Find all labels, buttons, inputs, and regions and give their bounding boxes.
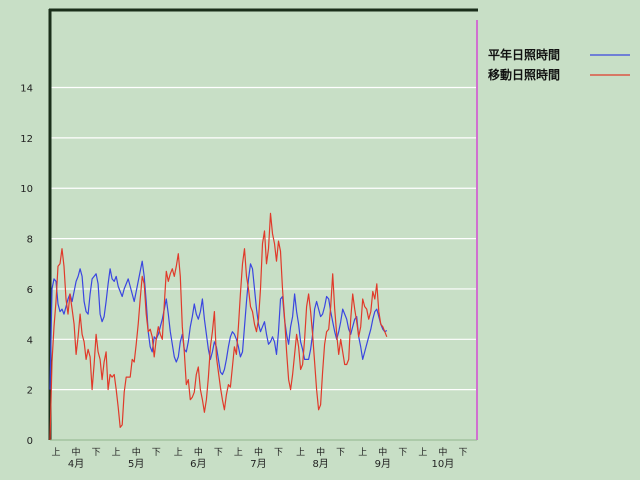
y-tick-label: 4 <box>27 335 33 346</box>
x-dekad-label: 下 <box>152 448 161 458</box>
x-dekad-label: 中 <box>378 446 387 458</box>
x-dekad-label: 上 <box>112 447 121 458</box>
grid-layer <box>50 86 477 391</box>
x-dekad-label: 下 <box>398 448 407 458</box>
y-tick-label: 2 <box>27 386 33 397</box>
y-tick-label: 6 <box>27 285 33 296</box>
x-month-label: 9月 <box>375 458 391 470</box>
x-dekad-label: 下 <box>92 448 101 458</box>
x-dekad-label: 上 <box>52 447 61 458</box>
y-tick-label: 10 <box>20 184 33 195</box>
x-dekad-label: 中 <box>132 446 141 458</box>
series-line-2 <box>49 212 388 441</box>
x-dekad-label: 上 <box>418 447 427 458</box>
x-month-label: 5月 <box>128 458 144 470</box>
x-dekad-label: 下 <box>336 448 345 458</box>
label-layer: 02468101214上中下4月上中下5月上中下6月上中下7月上中下8月上中下9… <box>20 84 467 470</box>
legend-label-2: 移動日照時間 <box>488 67 560 82</box>
x-dekad-label: 上 <box>174 447 183 458</box>
x-dekad-label: 上 <box>234 447 243 458</box>
x-dekad-label: 中 <box>438 446 447 458</box>
x-dekad-label: 中 <box>72 446 81 458</box>
x-dekad-label: 中 <box>316 446 325 458</box>
x-month-label: 7月 <box>250 458 266 470</box>
x-dekad-label: 上 <box>296 447 305 458</box>
x-month-label: 6月 <box>190 458 206 470</box>
x-dekad-label: 下 <box>274 448 283 458</box>
x-dekad-label: 上 <box>358 447 367 458</box>
y-tick-label: 14 <box>20 84 33 95</box>
x-month-label: 8月 <box>312 458 328 470</box>
x-dekad-label: 下 <box>458 448 467 458</box>
x-dekad-label: 中 <box>194 446 203 458</box>
x-dekad-label: 中 <box>254 446 263 458</box>
y-tick-label: 12 <box>20 134 33 145</box>
legend-label-1: 平年日照時間 <box>488 47 560 62</box>
y-tick-label: 8 <box>27 235 33 246</box>
series-layer <box>49 212 388 441</box>
x-month-label: 4月 <box>68 458 84 470</box>
x-month-label: 10月 <box>432 458 455 470</box>
x-dekad-label: 下 <box>214 448 223 458</box>
y-tick-label: 0 <box>27 436 33 447</box>
